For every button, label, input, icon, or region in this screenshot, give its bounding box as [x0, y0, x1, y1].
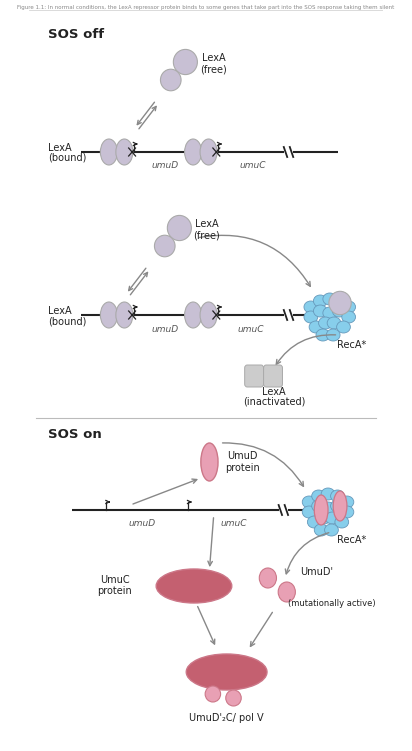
Ellipse shape: [335, 516, 349, 528]
Text: RecA*: RecA*: [337, 535, 367, 545]
Ellipse shape: [116, 302, 133, 328]
Text: SOS on: SOS on: [48, 428, 102, 441]
Text: (free): (free): [194, 231, 220, 241]
Ellipse shape: [312, 500, 325, 512]
Ellipse shape: [329, 291, 351, 315]
Text: umuC: umuC: [239, 161, 266, 170]
Ellipse shape: [302, 496, 316, 508]
Ellipse shape: [101, 139, 117, 165]
Text: protein: protein: [98, 586, 132, 596]
Text: UmuD'₂C/ pol V: UmuD'₂C/ pol V: [189, 713, 264, 723]
Text: LexA: LexA: [262, 387, 286, 397]
Ellipse shape: [185, 302, 201, 328]
Ellipse shape: [330, 490, 344, 502]
Ellipse shape: [160, 69, 181, 91]
Text: protein: protein: [225, 463, 260, 473]
Text: RecA*: RecA*: [337, 340, 367, 350]
Ellipse shape: [321, 502, 335, 514]
Ellipse shape: [259, 568, 276, 588]
Ellipse shape: [185, 139, 201, 165]
Ellipse shape: [332, 295, 346, 307]
Ellipse shape: [304, 301, 318, 313]
Ellipse shape: [314, 524, 328, 536]
Ellipse shape: [186, 654, 267, 690]
Ellipse shape: [101, 302, 117, 328]
Ellipse shape: [302, 506, 316, 518]
Ellipse shape: [321, 488, 335, 500]
Ellipse shape: [307, 516, 321, 528]
Text: (free): (free): [200, 65, 227, 75]
Ellipse shape: [330, 500, 344, 512]
Text: UmuD': UmuD': [300, 567, 334, 577]
Text: umuD: umuD: [129, 520, 156, 529]
Ellipse shape: [325, 524, 338, 536]
Text: LexA: LexA: [202, 53, 225, 63]
Ellipse shape: [342, 311, 356, 323]
Ellipse shape: [333, 491, 347, 521]
Ellipse shape: [309, 321, 323, 333]
Text: umuC: umuC: [220, 520, 247, 529]
Ellipse shape: [340, 496, 354, 508]
Text: (bound): (bound): [48, 316, 86, 326]
Ellipse shape: [173, 50, 197, 74]
Text: UmuD: UmuD: [227, 451, 258, 461]
Ellipse shape: [323, 307, 337, 319]
Ellipse shape: [337, 321, 350, 333]
Ellipse shape: [200, 302, 217, 328]
Ellipse shape: [318, 317, 332, 329]
Ellipse shape: [154, 235, 175, 257]
Ellipse shape: [314, 495, 328, 525]
Text: LexA: LexA: [195, 219, 219, 229]
Text: (mutationally active): (mutationally active): [288, 599, 376, 608]
Ellipse shape: [332, 305, 346, 317]
Text: SOS off: SOS off: [48, 28, 104, 41]
Text: UmuC: UmuC: [100, 575, 130, 585]
Text: Figure 1.1: In normal conditions, the LexA repressor protein binds to some genes: Figure 1.1: In normal conditions, the Le…: [17, 5, 395, 10]
Text: LexA: LexA: [48, 306, 72, 316]
Text: (bound): (bound): [48, 153, 86, 163]
Ellipse shape: [116, 139, 133, 165]
Ellipse shape: [201, 443, 218, 481]
Ellipse shape: [167, 216, 192, 240]
Ellipse shape: [323, 293, 337, 305]
Ellipse shape: [314, 305, 327, 317]
Ellipse shape: [317, 512, 330, 524]
Text: umuD: umuD: [151, 161, 178, 170]
Ellipse shape: [278, 582, 295, 602]
Text: umuC: umuC: [237, 324, 264, 333]
Text: LexA: LexA: [48, 143, 72, 153]
Ellipse shape: [325, 512, 339, 524]
Ellipse shape: [156, 569, 232, 603]
Ellipse shape: [226, 690, 241, 706]
Ellipse shape: [200, 139, 217, 165]
Ellipse shape: [304, 311, 318, 323]
Ellipse shape: [326, 329, 340, 341]
Ellipse shape: [312, 490, 325, 502]
Ellipse shape: [340, 506, 354, 518]
Ellipse shape: [205, 686, 220, 702]
Ellipse shape: [342, 301, 356, 313]
Ellipse shape: [327, 317, 341, 329]
Text: (inactivated): (inactivated): [243, 397, 305, 407]
Ellipse shape: [316, 329, 330, 341]
FancyBboxPatch shape: [245, 365, 264, 387]
Text: umuD: umuD: [151, 324, 178, 333]
Ellipse shape: [314, 295, 327, 307]
FancyBboxPatch shape: [264, 365, 283, 387]
